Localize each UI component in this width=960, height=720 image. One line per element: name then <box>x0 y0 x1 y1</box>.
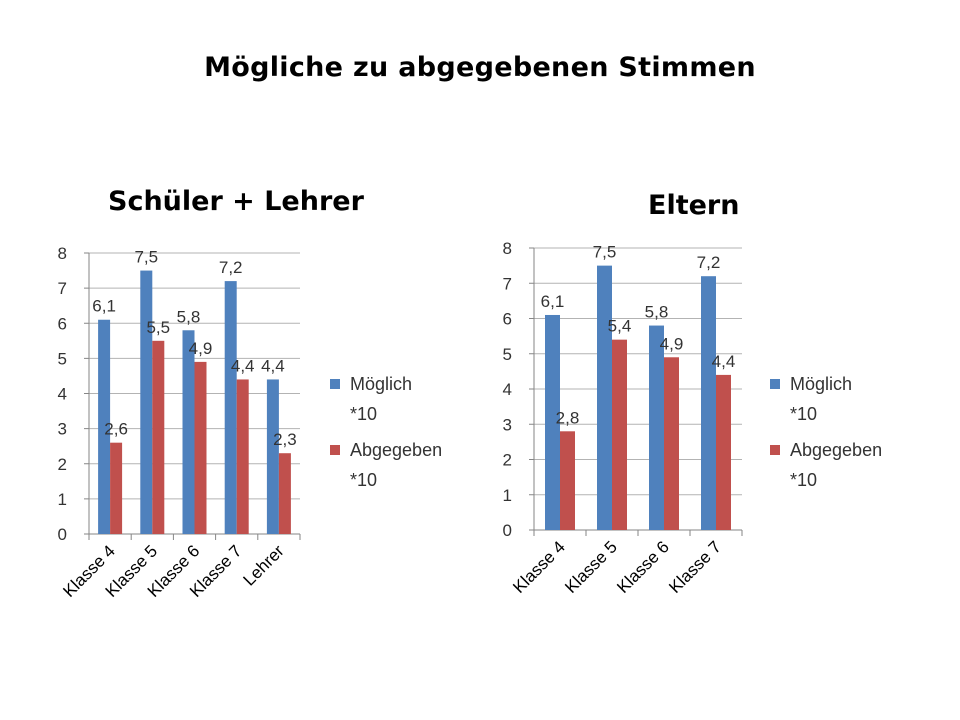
legend-label-suffix: *10 <box>790 404 817 424</box>
bar-abgegeben <box>152 340 165 534</box>
legend-label-suffix: *10 <box>350 404 377 424</box>
data-label: 4,9 <box>660 334 684 353</box>
bar-abgegeben <box>236 379 249 534</box>
data-label: 4,4 <box>261 356 285 375</box>
bar-abgegeben <box>664 357 679 530</box>
data-label: 5,5 <box>146 318 170 337</box>
y-tick-label: 8 <box>58 244 67 263</box>
legend-swatch-abgegeben <box>330 445 340 455</box>
y-tick-label: 2 <box>58 455 67 474</box>
x-tick-label: Klasse 6 <box>613 537 673 597</box>
data-label: 2,6 <box>104 420 128 439</box>
bar-abgegeben <box>110 442 123 534</box>
chart-title-right: Eltern <box>648 190 740 221</box>
bar-moeglich <box>597 265 612 530</box>
data-label: 6,1 <box>541 292 565 311</box>
data-label: 5,8 <box>177 307 201 326</box>
bar-moeglich <box>545 314 560 530</box>
chart-title-left: Schüler + Lehrer <box>108 186 364 217</box>
y-tick-label: 3 <box>58 420 67 439</box>
bar-moeglich <box>182 330 195 534</box>
y-tick-label: 4 <box>503 380 512 399</box>
y-tick-label: 7 <box>503 274 512 293</box>
y-tick-label: 5 <box>58 349 67 368</box>
y-tick-label: 1 <box>58 490 67 509</box>
bar-abgegeben <box>278 453 291 534</box>
y-tick-label: 0 <box>58 525 67 544</box>
x-tick-label: Klasse 7 <box>665 537 725 597</box>
data-label: 4,4 <box>231 356 255 375</box>
legend-swatch-moeglich <box>770 379 780 389</box>
bar-moeglich <box>649 325 664 530</box>
x-tick-label: Klasse 4 <box>509 537 569 597</box>
y-tick-label: 3 <box>503 415 512 434</box>
bar-moeglich <box>98 319 111 534</box>
data-label: 7,2 <box>219 258 243 277</box>
data-label: 7,5 <box>134 248 158 267</box>
data-label: 4,4 <box>712 352 736 371</box>
x-tick-label: Klasse 5 <box>561 537 621 597</box>
bar-abgegeben <box>194 361 207 534</box>
bar-moeglich <box>140 270 153 534</box>
bar-abgegeben <box>560 431 575 530</box>
legend-swatch-moeglich <box>330 379 340 389</box>
legend-swatch-abgegeben <box>770 445 780 455</box>
y-tick-label: 0 <box>503 521 512 540</box>
data-label: 4,9 <box>189 339 213 358</box>
legend-label: Möglich <box>350 374 412 394</box>
bar-abgegeben <box>716 374 731 530</box>
data-label: 7,5 <box>593 243 617 262</box>
data-label: 6,1 <box>92 297 116 316</box>
y-tick-label: 6 <box>503 310 512 329</box>
y-tick-label: 8 <box>503 239 512 258</box>
bar-moeglich <box>266 379 279 534</box>
legend-label-suffix: *10 <box>350 470 377 490</box>
bar-moeglich <box>701 276 716 530</box>
y-tick-label: 6 <box>58 314 67 333</box>
bar-abgegeben <box>612 339 627 530</box>
y-tick-label: 5 <box>503 345 512 364</box>
legend-label-suffix: *10 <box>790 470 817 490</box>
data-label: 2,3 <box>273 430 297 449</box>
legend-label: Möglich <box>790 374 852 394</box>
y-tick-label: 7 <box>58 279 67 298</box>
slide-title: Mögliche zu abgegebenen Stimmen <box>204 52 756 83</box>
data-label: 2,8 <box>556 408 580 427</box>
data-label: 7,2 <box>697 253 721 272</box>
legend-label: Abgegeben <box>350 440 442 460</box>
y-tick-label: 1 <box>503 486 512 505</box>
bar-moeglich <box>224 281 237 534</box>
y-tick-label: 2 <box>503 451 512 470</box>
data-label: 5,4 <box>608 317 632 336</box>
data-label: 5,8 <box>645 303 669 322</box>
y-tick-label: 4 <box>58 385 67 404</box>
legend-label: Abgegeben <box>790 440 882 460</box>
